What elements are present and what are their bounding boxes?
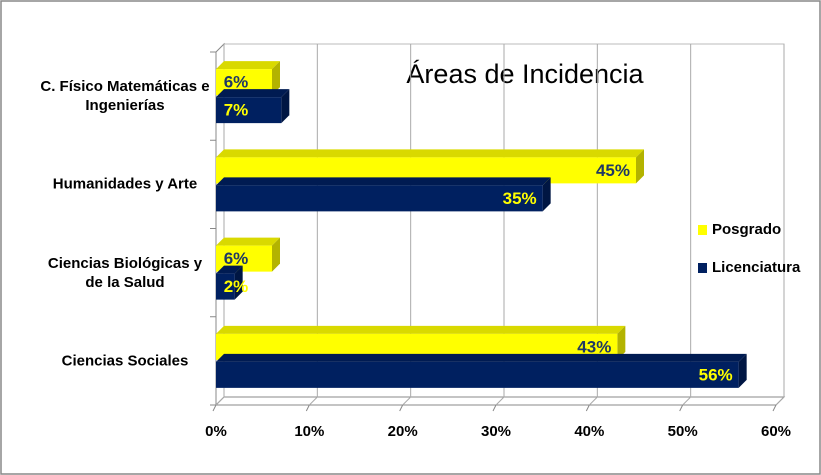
value-label: 35% (503, 189, 537, 208)
bar-face (216, 325, 626, 334)
legend-swatch (698, 225, 707, 235)
bar (216, 325, 626, 360)
bar-face (216, 265, 243, 274)
bar-face (216, 185, 543, 212)
x-tick (305, 404, 310, 412)
x-tick (492, 404, 497, 412)
x-tick (679, 404, 684, 412)
bar-face (272, 237, 280, 272)
value-label: 56% (699, 365, 733, 384)
bar (216, 265, 243, 300)
bar-face (216, 69, 272, 96)
bar (216, 177, 551, 212)
bar-face (216, 89, 290, 98)
legend-label: Posgrado (712, 221, 781, 238)
bar (216, 237, 280, 272)
bar (216, 61, 280, 96)
bar-face (216, 149, 644, 158)
value-label: 6% (224, 249, 249, 268)
bar-face (216, 361, 739, 388)
bar (216, 149, 644, 184)
x-tick-label: 10% (294, 423, 324, 440)
x-tick-label: 40% (574, 423, 604, 440)
legend-swatch (698, 263, 707, 273)
value-label: 2% (224, 277, 249, 296)
x-tick (585, 404, 590, 412)
y-tick-label: C. Físico Matemáticas e Ingenierías (40, 78, 210, 115)
bar-face (216, 157, 636, 184)
bar-face (617, 325, 626, 360)
grid-line (682, 44, 692, 406)
bar-face (216, 353, 747, 362)
bar-face (542, 177, 551, 212)
value-label: 7% (224, 101, 249, 120)
bar-face (281, 89, 290, 124)
legend-label: Licenciatura (712, 259, 801, 276)
chart-title: Áreas de Incidencia (406, 59, 644, 89)
bar (216, 89, 290, 124)
bar-face (216, 245, 272, 272)
x-tick-label: 50% (668, 423, 698, 440)
x-tick (772, 404, 777, 412)
x-tick (399, 404, 404, 412)
x-tick-label: 0% (205, 423, 227, 440)
bar-face (738, 353, 747, 388)
grid-line (775, 44, 785, 406)
x-tick-label: 30% (481, 423, 511, 440)
bar-face (636, 149, 644, 184)
bar-face (272, 61, 280, 96)
x-tick-label: 60% (761, 423, 791, 440)
value-label: 45% (596, 161, 630, 180)
bar-face (216, 61, 280, 70)
value-label: 6% (224, 73, 249, 92)
x-tick (212, 404, 217, 412)
x-tick-label: 20% (388, 423, 418, 440)
bar (216, 353, 747, 388)
value-label: 43% (577, 337, 611, 356)
bar-face (216, 237, 280, 246)
bar-face (216, 177, 551, 186)
y-tick-label: Humanidades y Arte (52, 175, 198, 193)
bar-face (234, 265, 243, 300)
y-tick-label: Ciencias Sociales (61, 352, 189, 370)
bar-face (216, 97, 282, 124)
bar-face (216, 333, 618, 360)
bar-face (216, 273, 235, 300)
y-tick-label: Ciencias Biológicas y de la Salud (47, 254, 203, 291)
